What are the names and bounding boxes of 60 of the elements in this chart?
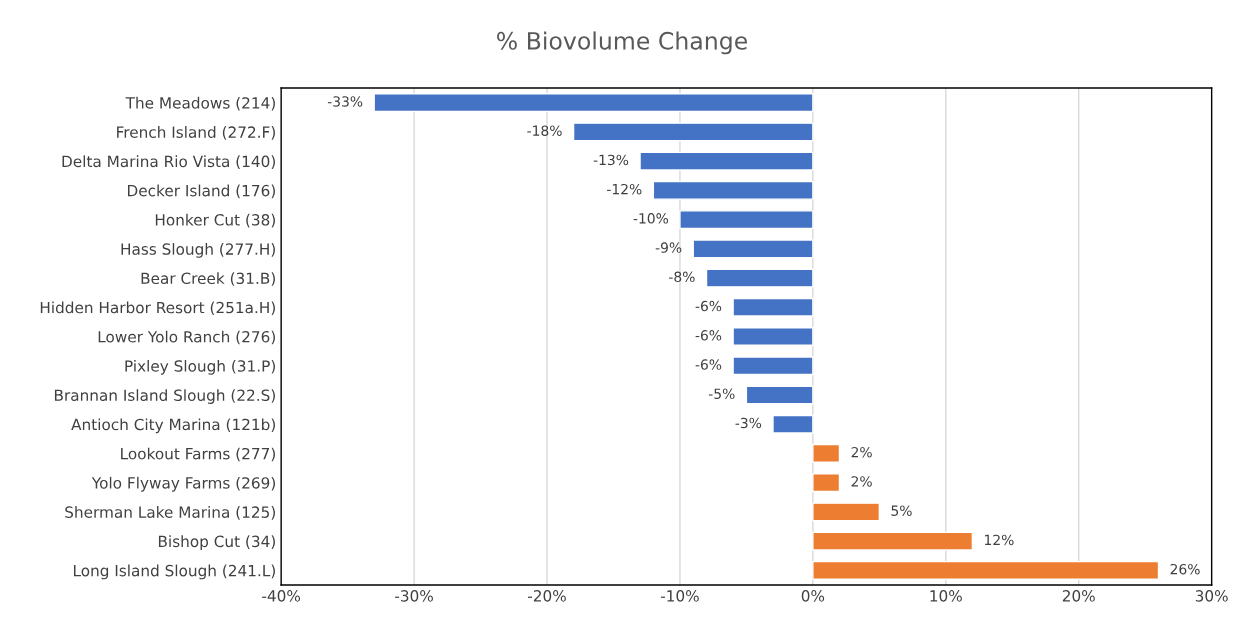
bar [652,180,814,200]
x-tick-label: 30% [1195,590,1228,602]
y-tick-label: Sherman Lake Marina (125) [65,506,275,520]
y-tick-label: Antioch City Marina (121b) [71,418,275,434]
data-label: -13% [593,154,629,166]
bar [812,502,881,522]
x-tick-label: -40% [262,590,301,602]
y-tick-label: Yolo Flyway Farms (269) [91,476,275,492]
x-tick-label: 10% [930,590,962,602]
data-label: -33% [327,96,363,107]
y-tick-label: Brannan Island Slough (22.S) [54,389,275,404]
bar [812,560,1160,580]
y-tick-label: Pixley Slough (31.P) [125,359,275,375]
x-tick-label: 20% [1062,590,1095,602]
bar [705,268,814,288]
x-tick-label: -20% [528,590,566,602]
y-tick-label: Hidden Harbor Resort (251a.H) [40,301,275,316]
y-tick-label: Lookout Farms (277) [121,447,275,462]
data-label: 2% [851,476,872,487]
data-label: -18% [527,125,562,136]
data-label: 12% [985,534,1014,546]
bar [639,151,814,171]
data-label: 5% [891,505,912,516]
bar [679,210,814,230]
data-label: -6% [695,300,722,312]
data-label: -5% [708,388,735,399]
bar [732,297,814,317]
bar [812,443,841,463]
data-label: 2% [851,446,872,458]
data-label: -6% [695,359,722,370]
y-tick-label: Honker Cut (38) [155,213,275,228]
bar [772,414,814,434]
x-tick-label: -30% [395,590,433,602]
data-label: -8% [669,271,695,283]
x-tick-label: 0% [801,590,825,602]
data-label: -10% [633,213,669,224]
data-label: -12% [607,183,642,195]
y-tick-label: Bear Creek (31.B) [141,272,275,286]
y-tick-label: Delta Marina Rio Vista (140) [62,155,275,169]
bar [812,473,841,493]
chart-title: % Biovolume Change [497,31,747,55]
bar [745,385,814,405]
data-label: 26% [1170,563,1200,575]
bar [732,327,814,346]
y-tick-label: Long Island Slough (241.L) [73,564,275,580]
y-tick-label: Decker Island (176) [128,184,275,199]
y-tick-label: French Island (272.F) [117,126,275,140]
y-tick-label: Lower Yolo Ranch (276) [98,330,275,345]
data-label: -3% [735,417,762,429]
bar [373,93,814,113]
data-label: -6% [695,330,722,341]
bar [692,239,814,259]
x-tick-label: -10% [660,590,699,602]
y-tick-label: Hass Slough (277.H) [121,243,275,258]
bar [732,356,814,376]
y-tick-label: Bishop Cut (34) [158,535,275,551]
bar [812,531,974,551]
y-tick-label: The Meadows (214) [125,96,275,111]
bar [572,122,814,142]
data-label: -9% [655,242,682,253]
